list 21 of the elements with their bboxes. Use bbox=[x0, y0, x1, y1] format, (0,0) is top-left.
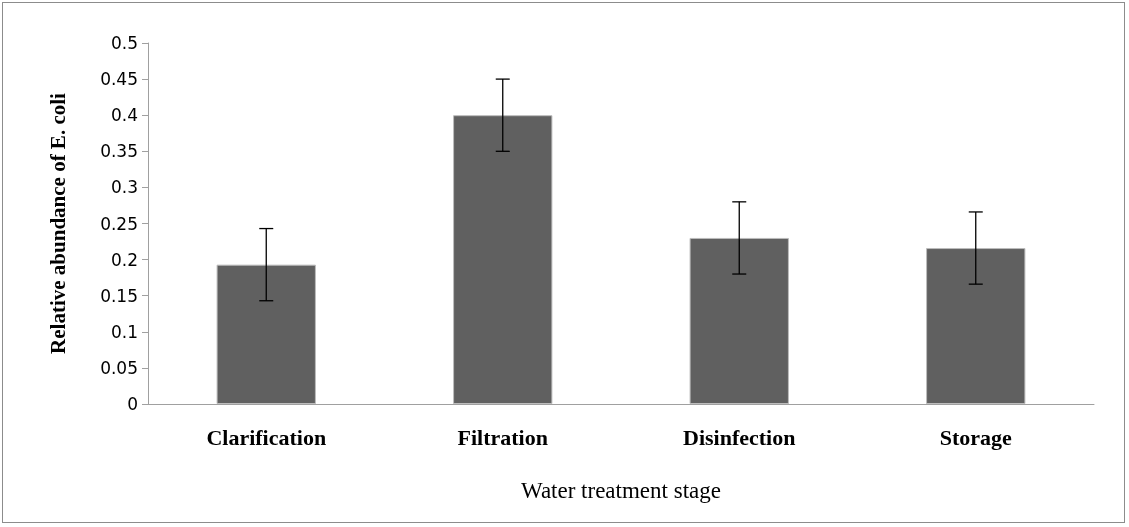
x-tick-label: Clarification bbox=[206, 424, 327, 450]
bar bbox=[216, 264, 316, 404]
x-tick-label: Storage bbox=[939, 424, 1013, 450]
x-tick-label: Disinfection bbox=[683, 424, 796, 450]
y-tick-label: 0 bbox=[127, 394, 138, 414]
y-tick-label: 0.1 bbox=[110, 321, 138, 342]
y-axis-title: Relative abundance of E. coli bbox=[45, 92, 70, 354]
y-tick-label: 0.2 bbox=[110, 249, 138, 270]
y-tick-label: 0.5 bbox=[110, 33, 138, 53]
x-tick-label: Filtration bbox=[457, 424, 548, 450]
bar bbox=[453, 115, 553, 404]
bar bbox=[926, 248, 1026, 404]
y-tick-label: 0.45 bbox=[100, 69, 138, 90]
bar bbox=[689, 237, 789, 404]
y-tick-label: 0.35 bbox=[100, 141, 138, 162]
x-axis-title: Water treatment stage bbox=[521, 478, 721, 503]
y-tick-label: 0.3 bbox=[110, 177, 138, 198]
y-tick-label: 0.25 bbox=[100, 213, 138, 234]
y-tick-label: 0.15 bbox=[100, 285, 138, 306]
y-tick-label: 0.05 bbox=[100, 357, 138, 378]
y-tick-label: 0.4 bbox=[110, 105, 138, 126]
